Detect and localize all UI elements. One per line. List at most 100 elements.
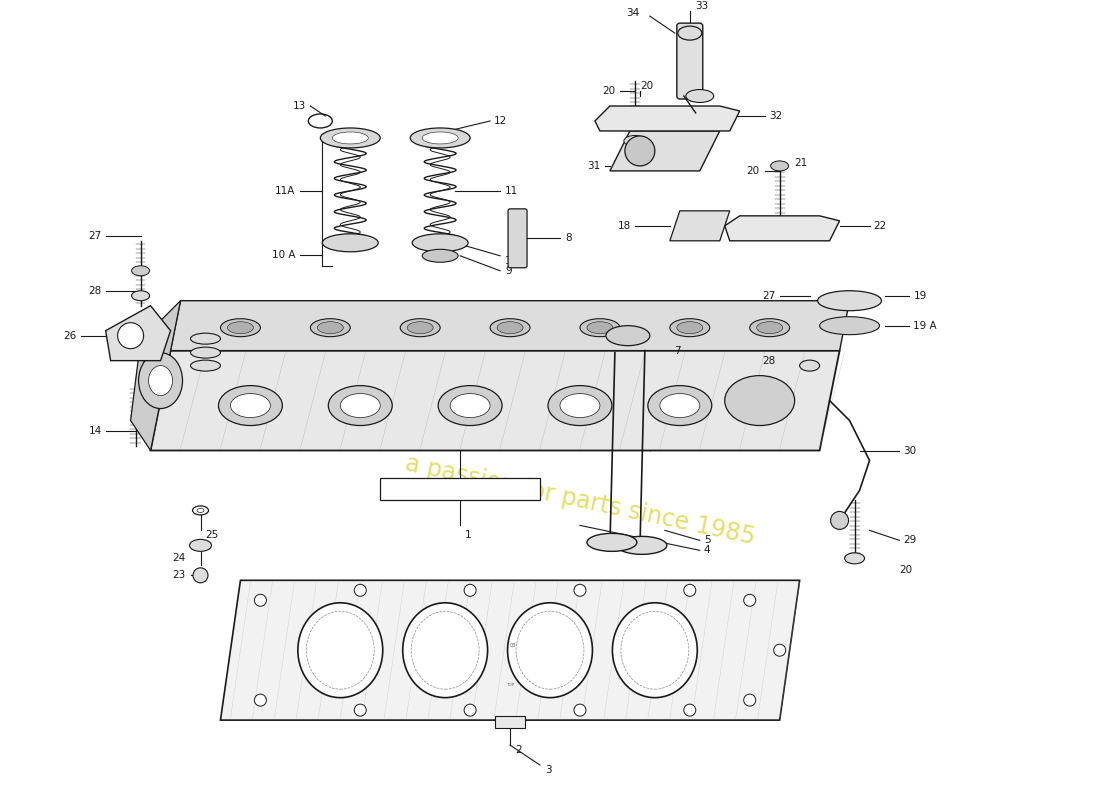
Ellipse shape bbox=[320, 128, 381, 148]
Text: 32: 32 bbox=[769, 111, 782, 121]
Ellipse shape bbox=[139, 353, 183, 409]
Text: 31: 31 bbox=[586, 161, 600, 171]
Ellipse shape bbox=[190, 333, 220, 344]
Ellipse shape bbox=[757, 322, 783, 334]
Text: 16: 16 bbox=[144, 348, 157, 358]
Ellipse shape bbox=[190, 347, 220, 358]
Text: 0BIA: 0BIA bbox=[509, 642, 520, 648]
Ellipse shape bbox=[560, 394, 600, 418]
Text: 20: 20 bbox=[747, 166, 760, 176]
Polygon shape bbox=[595, 106, 739, 131]
Ellipse shape bbox=[332, 132, 368, 144]
Text: a passion for parts since 1985: a passion for parts since 1985 bbox=[403, 451, 757, 550]
Text: 8: 8 bbox=[565, 233, 572, 243]
Ellipse shape bbox=[670, 318, 710, 337]
Text: 20: 20 bbox=[640, 81, 653, 91]
Ellipse shape bbox=[800, 360, 820, 371]
Text: 19: 19 bbox=[913, 290, 926, 301]
Ellipse shape bbox=[317, 322, 343, 334]
Polygon shape bbox=[106, 306, 170, 361]
Ellipse shape bbox=[231, 394, 271, 418]
Circle shape bbox=[830, 511, 848, 530]
Ellipse shape bbox=[189, 539, 211, 551]
Ellipse shape bbox=[328, 386, 393, 426]
Circle shape bbox=[118, 322, 144, 349]
Text: 10: 10 bbox=[505, 256, 518, 266]
Ellipse shape bbox=[817, 290, 881, 310]
Ellipse shape bbox=[192, 506, 209, 515]
Ellipse shape bbox=[606, 326, 650, 346]
Ellipse shape bbox=[228, 322, 253, 334]
Text: 26: 26 bbox=[64, 330, 77, 341]
Text: 5: 5 bbox=[704, 535, 711, 546]
Circle shape bbox=[625, 136, 654, 166]
Polygon shape bbox=[151, 350, 839, 450]
Text: 19 A: 19 A bbox=[913, 321, 937, 330]
Ellipse shape bbox=[676, 322, 703, 334]
Ellipse shape bbox=[410, 128, 470, 148]
Ellipse shape bbox=[340, 394, 381, 418]
Text: 11A: 11A bbox=[275, 186, 296, 196]
Ellipse shape bbox=[620, 611, 689, 689]
Text: TOP: TOP bbox=[506, 683, 514, 687]
Ellipse shape bbox=[613, 602, 697, 698]
Text: 12: 12 bbox=[494, 116, 507, 126]
Ellipse shape bbox=[678, 26, 702, 40]
Ellipse shape bbox=[190, 360, 220, 371]
Ellipse shape bbox=[422, 132, 458, 144]
Ellipse shape bbox=[587, 322, 613, 334]
Polygon shape bbox=[725, 216, 839, 241]
Ellipse shape bbox=[148, 366, 173, 395]
Text: 28: 28 bbox=[762, 356, 776, 366]
Text: 1: 1 bbox=[465, 530, 472, 540]
Bar bbox=[495, 716, 525, 728]
Circle shape bbox=[684, 584, 696, 596]
Ellipse shape bbox=[400, 318, 440, 337]
Ellipse shape bbox=[491, 318, 530, 337]
Ellipse shape bbox=[580, 318, 620, 337]
Ellipse shape bbox=[845, 553, 865, 564]
Circle shape bbox=[254, 694, 266, 706]
Ellipse shape bbox=[412, 234, 469, 252]
Text: 14: 14 bbox=[88, 426, 101, 435]
Ellipse shape bbox=[411, 611, 480, 689]
Text: 27: 27 bbox=[88, 231, 101, 241]
Ellipse shape bbox=[197, 509, 204, 513]
Ellipse shape bbox=[750, 318, 790, 337]
Text: 23: 23 bbox=[173, 570, 186, 580]
Ellipse shape bbox=[403, 602, 487, 698]
Ellipse shape bbox=[298, 602, 383, 698]
Text: 34: 34 bbox=[627, 8, 640, 18]
Text: 29: 29 bbox=[903, 535, 916, 546]
Ellipse shape bbox=[507, 602, 593, 698]
Ellipse shape bbox=[407, 322, 433, 334]
Text: 33: 33 bbox=[695, 1, 708, 11]
Text: 24: 24 bbox=[173, 554, 186, 563]
Ellipse shape bbox=[548, 386, 612, 426]
Circle shape bbox=[773, 644, 785, 656]
Text: 25: 25 bbox=[206, 530, 219, 540]
Text: 3: 3 bbox=[544, 765, 551, 775]
Circle shape bbox=[192, 568, 208, 583]
Text: euro: euro bbox=[210, 317, 550, 444]
Ellipse shape bbox=[624, 135, 646, 146]
Circle shape bbox=[684, 704, 696, 716]
FancyBboxPatch shape bbox=[508, 209, 527, 268]
Text: 9: 9 bbox=[505, 266, 512, 276]
Ellipse shape bbox=[422, 250, 458, 262]
Ellipse shape bbox=[322, 234, 378, 252]
Text: 27: 27 bbox=[762, 290, 776, 301]
Ellipse shape bbox=[617, 536, 667, 554]
Ellipse shape bbox=[648, 386, 712, 426]
Text: ares: ares bbox=[493, 290, 747, 391]
Text: 22: 22 bbox=[873, 221, 887, 231]
Text: 11: 11 bbox=[505, 186, 518, 196]
Text: 15: 15 bbox=[141, 361, 155, 370]
Polygon shape bbox=[609, 131, 719, 171]
Ellipse shape bbox=[497, 322, 522, 334]
Text: 10 A: 10 A bbox=[272, 250, 296, 260]
Text: 6  7  8  15    16  25: 6 7 8 15 16 25 bbox=[390, 485, 462, 494]
Text: 18: 18 bbox=[617, 221, 631, 231]
Text: 30: 30 bbox=[903, 446, 916, 455]
Ellipse shape bbox=[820, 317, 880, 334]
